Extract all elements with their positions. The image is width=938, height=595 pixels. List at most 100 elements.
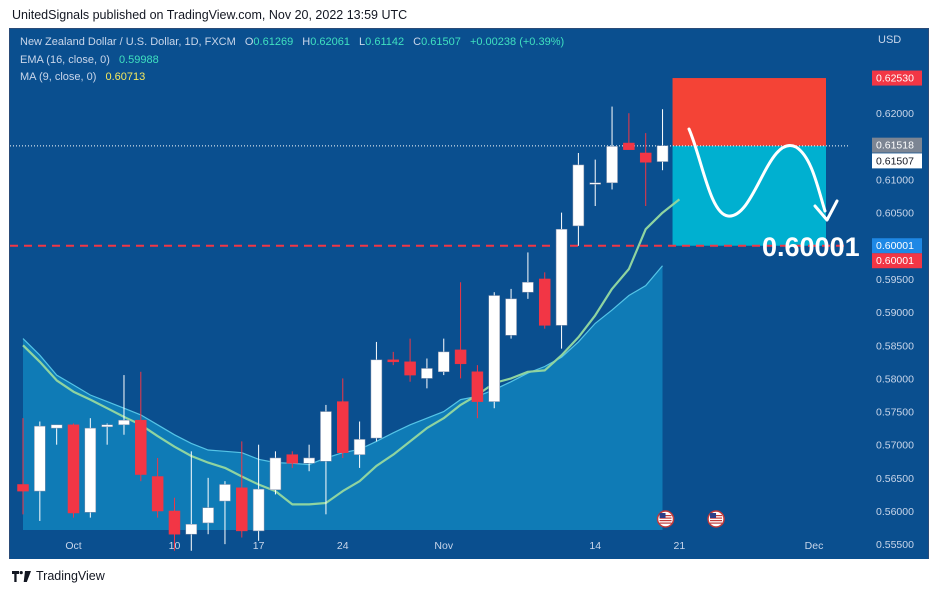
candle[interactable]	[34, 421, 46, 521]
legend-high-label: H	[302, 36, 310, 48]
candle[interactable]	[404, 338, 416, 382]
candle-body	[353, 439, 366, 455]
candle[interactable]	[370, 341, 383, 442]
price-tick-label: 0.61000	[876, 175, 914, 187]
price-tick-label: 0.58500	[876, 340, 914, 352]
price-chart[interactable]: 0.62000 0.61000 0.60500 0.59500 0.59000 0.585…	[10, 29, 928, 559]
stop-loss-zone	[672, 78, 826, 146]
candle[interactable]	[656, 109, 669, 171]
time-tick-label: 14	[589, 540, 601, 552]
projection-drawing	[656, 127, 839, 528]
candle-body	[118, 419, 130, 426]
candle[interactable]	[101, 423, 113, 445]
ma-line	[22, 198, 681, 506]
candle[interactable]	[623, 113, 635, 150]
time-tick-label: Dec	[805, 540, 824, 552]
candle[interactable]	[454, 282, 467, 379]
legend-low-label: L	[359, 36, 365, 48]
price-tick-label: 0.57000	[876, 440, 914, 452]
candle[interactable]	[471, 365, 484, 419]
time-tick-label: Nov	[434, 540, 453, 552]
candle[interactable]	[488, 292, 500, 409]
candle[interactable]	[67, 423, 80, 518]
svg-text:MA (9, close, 0) 0.60713: MA (9, close, 0) 0.60713	[20, 71, 145, 83]
ma-label: MA (9, close, 0)	[20, 71, 96, 83]
candle[interactable]	[84, 418, 97, 518]
candle-body	[505, 298, 517, 336]
price-tag-text: 0.60001	[876, 240, 914, 252]
candle[interactable]	[522, 252, 534, 299]
candle[interactable]	[421, 358, 433, 389]
candle-body	[454, 349, 467, 365]
candle[interactable]	[589, 159, 601, 207]
candle[interactable]	[438, 338, 450, 376]
curved-down-arrow-icon	[687, 127, 827, 218]
tradingview-brand[interactable]: TradingView	[36, 569, 105, 583]
price-tag-text: 0.62530	[876, 73, 914, 85]
ema-value: 0.59988	[119, 54, 159, 66]
candle[interactable]	[286, 451, 299, 468]
candle[interactable]	[555, 212, 568, 349]
price-tick-label: 0.55500	[876, 539, 914, 551]
candle[interactable]	[538, 272, 551, 329]
candle-body	[623, 142, 635, 150]
legend-low: 0.61142	[365, 36, 404, 48]
candle-body	[151, 476, 164, 512]
candle[interactable]	[135, 371, 147, 482]
time-tick-label: 10	[169, 540, 181, 552]
candle[interactable]	[572, 152, 585, 246]
us-flag-icon[interactable]	[656, 510, 675, 528]
candle[interactable]	[17, 418, 29, 515]
candle-body	[135, 419, 147, 475]
candle[interactable]	[269, 451, 282, 495]
candle-body	[471, 371, 484, 402]
candle-body	[370, 359, 383, 439]
position-zones	[672, 78, 826, 246]
take-profit-zone	[672, 145, 826, 246]
candle-body	[50, 424, 63, 429]
candle[interactable]	[639, 133, 652, 207]
candle-body	[522, 282, 534, 293]
legend-open: 0.61269	[253, 36, 293, 48]
candle[interactable]	[303, 444, 315, 472]
candle-body	[488, 295, 500, 402]
time-tick-label: 17	[253, 540, 265, 552]
candle-body	[421, 368, 433, 379]
candle-body	[219, 484, 231, 502]
footer: TradingView	[12, 569, 105, 583]
price-tick-label: 0.56500	[876, 473, 914, 485]
price-tick-label: 0.62000	[876, 108, 914, 120]
candle-body	[17, 484, 29, 492]
candle[interactable]	[252, 444, 265, 541]
currency-label: USD	[878, 34, 901, 46]
candle-body	[202, 507, 214, 524]
candle[interactable]	[320, 404, 332, 515]
candle[interactable]	[387, 351, 400, 366]
candle-body	[337, 401, 349, 453]
candle[interactable]	[185, 451, 198, 551]
candle[interactable]	[151, 457, 164, 518]
candle-body	[639, 152, 652, 163]
legend-open-label: O	[245, 36, 254, 48]
price-tick-label: 0.57500	[876, 407, 914, 419]
candle-body	[589, 182, 601, 185]
legend-close: 0.61507	[421, 36, 461, 48]
candle[interactable]	[168, 497, 181, 551]
candle-body	[320, 411, 332, 462]
candle[interactable]	[219, 481, 231, 545]
legend-high: 0.62061	[310, 36, 350, 48]
candle[interactable]	[505, 288, 517, 339]
publisher-header: UnitedSignals published on TradingView.c…	[12, 8, 408, 22]
candle[interactable]	[337, 378, 349, 458]
candle[interactable]	[606, 106, 618, 190]
candle[interactable]	[118, 375, 130, 435]
candle-body	[387, 359, 400, 363]
candle[interactable]	[353, 421, 366, 468]
candle[interactable]	[50, 424, 63, 445]
candle[interactable]	[202, 477, 214, 535]
legend-change: +0.00238 (+0.39%)	[470, 36, 564, 48]
legend-symbol: New Zealand Dollar / U.S. Dollar, 1D, FX…	[20, 36, 236, 48]
us-flag-icon[interactable]	[707, 510, 725, 528]
candle[interactable]	[236, 441, 248, 538]
candle-body	[606, 146, 618, 184]
